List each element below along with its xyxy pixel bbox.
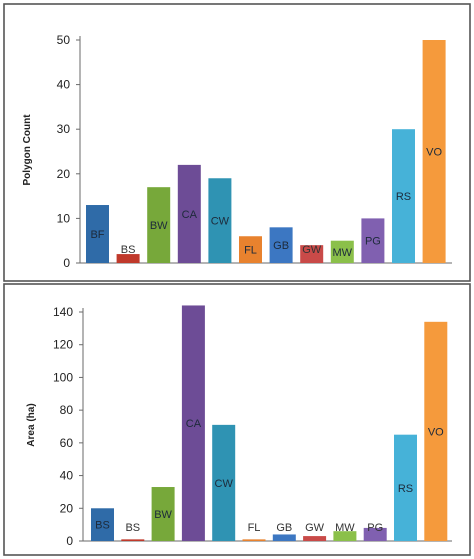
- y-tick-label: 20: [57, 167, 71, 181]
- bar-pg: [361, 218, 385, 263]
- y-tick-label: 0: [66, 534, 73, 548]
- bar-rs: [392, 129, 415, 263]
- y-tick-label: 100: [53, 370, 73, 384]
- y-axis-label: Area (ha): [26, 403, 37, 446]
- bar-label-bw: BW: [154, 509, 172, 521]
- bar-label-mw: MW: [333, 247, 353, 259]
- y-tick-label: 40: [57, 78, 71, 92]
- y-tick-label: 60: [60, 436, 74, 450]
- bar-bf: [86, 205, 109, 263]
- bar-label-cw: CW: [215, 478, 234, 490]
- area-chart: 0 20 40 60 80 100 120 140 Area (ha) BS BS BW CA CW FL G…: [26, 305, 452, 548]
- top-chart-frame: [3, 3, 471, 282]
- y-tick-label: 50: [57, 33, 71, 47]
- bar-bw: [151, 487, 175, 541]
- bar-bf: [91, 508, 114, 541]
- bar-label-gw: GW: [305, 522, 325, 534]
- bar-label-pg: PG: [367, 522, 383, 534]
- bar-label-ca: CA: [186, 418, 202, 430]
- bar-pg: [363, 527, 387, 541]
- y-tick-label: 120: [53, 338, 73, 352]
- y-tick-label: 10: [57, 211, 71, 225]
- y-tick-label: 80: [60, 403, 74, 417]
- bar-label-bf: BS: [95, 520, 110, 532]
- bar-gb: [269, 227, 293, 263]
- bar-gb: [272, 534, 296, 541]
- bar-label-cw: CW: [211, 216, 230, 228]
- bar-label-bs: BS: [121, 244, 136, 256]
- bar-mw: [333, 531, 357, 541]
- y-axis-label: Polygon Count: [22, 114, 33, 186]
- bar-label-vo: VO: [426, 147, 442, 159]
- bar-label-vo: VO: [428, 426, 444, 438]
- y-tick-label: 0: [63, 256, 70, 270]
- bar-label-gw: GW: [302, 244, 322, 256]
- bar-fl: [239, 236, 262, 263]
- bar-bs: [116, 254, 140, 263]
- bar-bw: [147, 187, 171, 263]
- bar-label-ca: CA: [182, 209, 198, 221]
- bar-label-pg: PG: [365, 236, 381, 248]
- y-tick-label: 20: [60, 501, 74, 515]
- bar-label-bw: BW: [150, 220, 168, 232]
- bar-label-gb: GB: [273, 240, 289, 252]
- bar-label-gb: GB: [276, 522, 292, 534]
- bar-label-fl: FL: [244, 245, 257, 257]
- bottom-chart-frame: [3, 283, 471, 556]
- bar-cw: [208, 178, 232, 263]
- bar-cw: [212, 424, 236, 541]
- bar-gw: [300, 245, 324, 263]
- bar-label-bf: BF: [90, 229, 104, 241]
- polygon-count-chart: 0 10 20 30 40 50 Polygon Count BF BS BW CA CW FL GB GW…: [22, 33, 452, 270]
- bar-vo: [424, 321, 448, 541]
- bar-ca: [177, 164, 201, 263]
- bar-vo: [422, 40, 446, 263]
- bar-label-mw: MW: [335, 522, 355, 534]
- bar-label-rs: RS: [398, 483, 413, 495]
- y-tick-label: 40: [60, 469, 74, 483]
- bar-label-bs: BS: [125, 522, 140, 534]
- bar-label-fl: FL: [248, 522, 261, 534]
- bar-fl: [242, 539, 266, 541]
- y-tick-label: 30: [57, 122, 71, 136]
- bar-gw: [303, 536, 327, 541]
- y-tick-label: 140: [53, 305, 73, 319]
- bar-rs: [394, 434, 417, 541]
- bar-ca: [181, 305, 205, 541]
- bar-mw: [330, 240, 354, 263]
- bar-bs: [121, 539, 145, 541]
- bar-label-rs: RS: [396, 191, 411, 203]
